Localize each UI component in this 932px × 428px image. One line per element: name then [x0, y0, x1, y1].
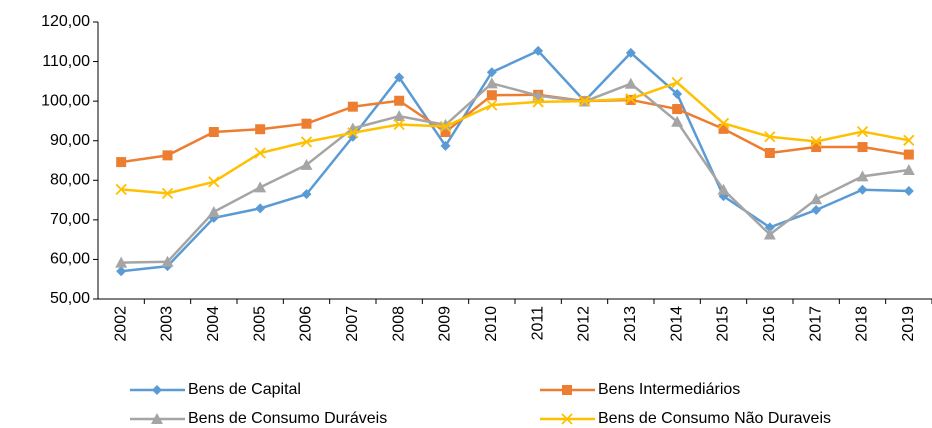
marker	[811, 142, 822, 153]
marker	[440, 127, 451, 138]
legend-label: Bens de Consumo Não Duraveis	[598, 410, 831, 427]
marker	[764, 222, 775, 233]
marker	[811, 204, 822, 215]
marker	[486, 67, 497, 78]
marker	[394, 95, 405, 106]
x-tick-label: 2002	[112, 306, 129, 342]
marker	[624, 77, 637, 89]
marker	[301, 189, 312, 200]
marker	[486, 99, 498, 111]
marker	[485, 77, 498, 89]
marker	[810, 193, 823, 205]
marker	[718, 123, 729, 134]
series-line	[121, 81, 910, 264]
marker	[578, 95, 591, 107]
marker	[671, 76, 683, 89]
marker	[717, 183, 730, 195]
marker	[254, 147, 266, 159]
legend-label: Bens Intermediários	[598, 381, 740, 398]
marker	[533, 45, 544, 56]
marker	[903, 185, 914, 196]
x-tick-label: 2016	[761, 306, 778, 342]
marker	[562, 385, 572, 395]
x-tick-label: 2010	[483, 306, 500, 342]
marker	[393, 118, 405, 131]
y-tick-label: 60,00	[50, 251, 90, 268]
marker	[162, 150, 173, 161]
marker	[394, 72, 405, 83]
marker	[764, 147, 775, 158]
marker	[300, 158, 313, 170]
marker	[764, 131, 776, 143]
x-tick-label: 2008	[390, 306, 407, 342]
marker	[902, 163, 915, 175]
marker	[393, 110, 406, 122]
x-tick-label: 2003	[159, 306, 176, 342]
legend-label: Bens de Consumo Duráveis	[188, 410, 387, 427]
x-tick-label: 2017	[807, 306, 824, 342]
x-tick-label: 2012	[576, 306, 593, 342]
y-tick-label: 90,00	[50, 132, 90, 149]
marker	[347, 127, 359, 139]
marker	[161, 255, 174, 267]
marker	[440, 140, 451, 151]
marker	[208, 176, 220, 188]
marker	[301, 118, 312, 129]
marker	[857, 184, 868, 195]
marker	[763, 228, 776, 240]
marker	[486, 90, 497, 101]
marker	[207, 205, 220, 217]
marker	[347, 101, 358, 112]
marker	[671, 115, 684, 127]
y-tick-label: 50,00	[50, 290, 90, 307]
marker	[532, 96, 544, 108]
x-tick-label: 2018	[854, 306, 871, 342]
marker	[625, 93, 637, 105]
marker	[255, 124, 266, 135]
x-tick-label: 2019	[900, 306, 917, 342]
series-line	[121, 49, 909, 273]
x-tick-label: 2013	[622, 306, 639, 342]
x-tick-label: 2011	[529, 306, 546, 341]
x-tick-label: 2014	[668, 306, 685, 342]
marker	[152, 385, 162, 395]
y-tick-label: 70,00	[50, 211, 90, 228]
marker	[115, 256, 128, 268]
marker	[254, 181, 267, 193]
marker	[717, 117, 730, 129]
x-tick-label: 2004	[205, 306, 222, 342]
y-tick-label: 120,00	[41, 13, 90, 30]
y-tick-label: 80,00	[50, 172, 90, 189]
marker	[116, 266, 127, 277]
marker	[115, 183, 127, 196]
marker	[856, 125, 869, 138]
marker	[151, 413, 163, 424]
marker	[672, 104, 683, 115]
series-line	[121, 81, 910, 195]
x-tick-label: 2015	[715, 306, 732, 342]
marker	[161, 187, 174, 199]
legend-label: Bens de Capital	[188, 381, 301, 398]
marker	[116, 157, 127, 168]
x-tick-label: 2005	[251, 306, 268, 342]
marker	[856, 170, 869, 182]
marker	[903, 149, 914, 160]
marker	[625, 47, 636, 58]
marker	[857, 142, 868, 153]
marker	[208, 127, 219, 138]
marker	[255, 203, 266, 214]
y-tick-label: 110,00	[42, 53, 90, 70]
series-line	[120, 93, 910, 164]
x-tick-label: 2006	[298, 306, 315, 342]
marker	[810, 135, 822, 148]
marker	[561, 413, 573, 425]
marker	[672, 89, 683, 100]
y-tick-label: 100,00	[41, 92, 90, 109]
marker	[439, 120, 452, 133]
x-tick-label: 2007	[344, 306, 361, 342]
x-tick-label: 2009	[437, 306, 454, 342]
marker	[903, 134, 915, 146]
marker	[300, 136, 313, 148]
